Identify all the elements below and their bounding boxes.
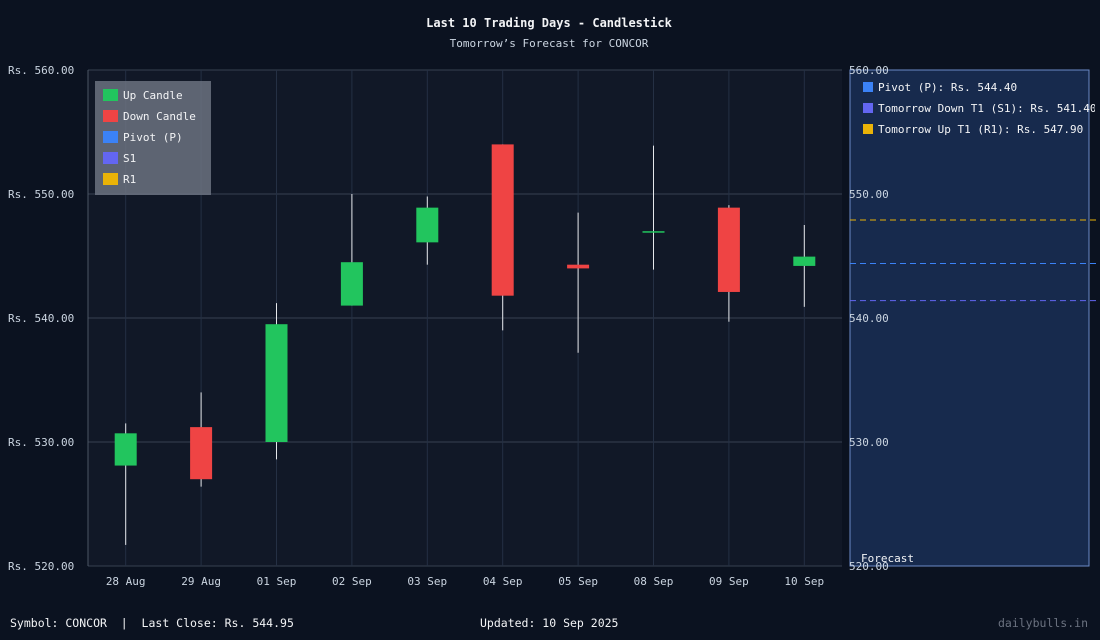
right-y-tick-label: 530.00	[849, 436, 889, 449]
forecast-legend-label: Pivot (P): Rs. 544.40	[878, 81, 1017, 94]
candle-body	[491, 144, 514, 296]
x-tick-label: 08 Sep	[634, 575, 674, 588]
up-candle	[340, 194, 363, 306]
x-tick-label: 01 Sep	[257, 575, 297, 588]
right-y-tick-label: 520.00	[849, 560, 889, 573]
y-tick-label: Rs. 540.00	[8, 312, 74, 325]
forecast-legend-swatch	[863, 124, 873, 134]
forecast-label: Forecast	[861, 552, 914, 565]
x-tick-label: 28 Aug	[106, 575, 146, 588]
legend-label: Down Candle	[123, 110, 196, 123]
legend-label: R1	[123, 173, 136, 186]
candle-body	[793, 256, 816, 266]
candle-body	[265, 324, 288, 442]
x-tick-label: 29 Aug	[181, 575, 221, 588]
down-candle	[491, 144, 514, 331]
x-tick-label: 03 Sep	[407, 575, 447, 588]
candle-body	[642, 231, 665, 233]
x-tick-label: 02 Sep	[332, 575, 372, 588]
y-tick-label: Rs. 550.00	[8, 188, 74, 201]
right-y-tick-label: 540.00	[849, 312, 889, 325]
candle-body	[190, 427, 213, 480]
candle-body	[416, 207, 439, 243]
legend-swatch	[103, 152, 118, 164]
x-tick-label: 09 Sep	[709, 575, 749, 588]
right-y-tick-label: 550.00	[849, 188, 889, 201]
footer-updated: Updated: 10 Sep 2025	[480, 616, 619, 630]
down-candle	[717, 205, 740, 322]
footer-symbol-close: Symbol: CONCOR | Last Close: Rs. 544.95	[10, 616, 294, 630]
legend-swatch	[103, 131, 118, 143]
up-candle	[114, 423, 137, 545]
right-y-tick-label: 560.00	[849, 64, 889, 77]
x-tick-label: 04 Sep	[483, 575, 523, 588]
chart-subtitle: Tomorrow’s Forecast for CONCOR	[450, 37, 649, 50]
up-candle	[793, 225, 816, 307]
y-tick-label: Rs. 530.00	[8, 436, 74, 449]
candle-body	[114, 433, 137, 466]
legend-swatch	[103, 89, 118, 101]
candle-body	[717, 207, 740, 292]
footer-watermark: dailybulls.in	[997, 616, 1088, 630]
candle-body	[567, 264, 590, 269]
x-tick-label: 10 Sep	[784, 575, 824, 588]
candlestick-chart: Last 10 Trading Days - Candlestick Tomor…	[8, 16, 1097, 588]
candle-body	[340, 262, 363, 306]
up-candle	[265, 303, 288, 460]
forecast-legend-swatch	[863, 82, 873, 92]
x-tick-label: 05 Sep	[558, 575, 598, 588]
legend-label: Pivot (P)	[123, 131, 183, 144]
legend-swatch	[103, 110, 118, 122]
forecast-legend-label: Tomorrow Down T1 (S1): Rs. 541.40	[878, 102, 1097, 115]
legend-swatch	[103, 173, 118, 185]
forecast-legend-label: Tomorrow Up T1 (R1): Rs. 547.90	[878, 123, 1083, 136]
down-candle	[190, 392, 213, 487]
chart-title: Last 10 Trading Days - Candlestick	[426, 16, 672, 30]
down-candle	[567, 212, 590, 353]
legend: Up Candle Down Candle Pivot (P) S1 R1	[95, 81, 211, 195]
forecast-panel	[849, 69, 1090, 567]
y-tick-label: Rs. 560.00	[8, 64, 74, 77]
legend-label: Up Candle	[123, 89, 183, 102]
legend-label: S1	[123, 152, 136, 165]
forecast-legend: Pivot (P): Rs. 544.40 Tomorrow Down T1 (S…	[863, 81, 1097, 136]
forecast-legend-swatch	[863, 103, 873, 113]
up-candle	[416, 196, 439, 265]
up-candle	[642, 145, 665, 270]
y-tick-label: Rs. 520.00	[8, 560, 74, 573]
